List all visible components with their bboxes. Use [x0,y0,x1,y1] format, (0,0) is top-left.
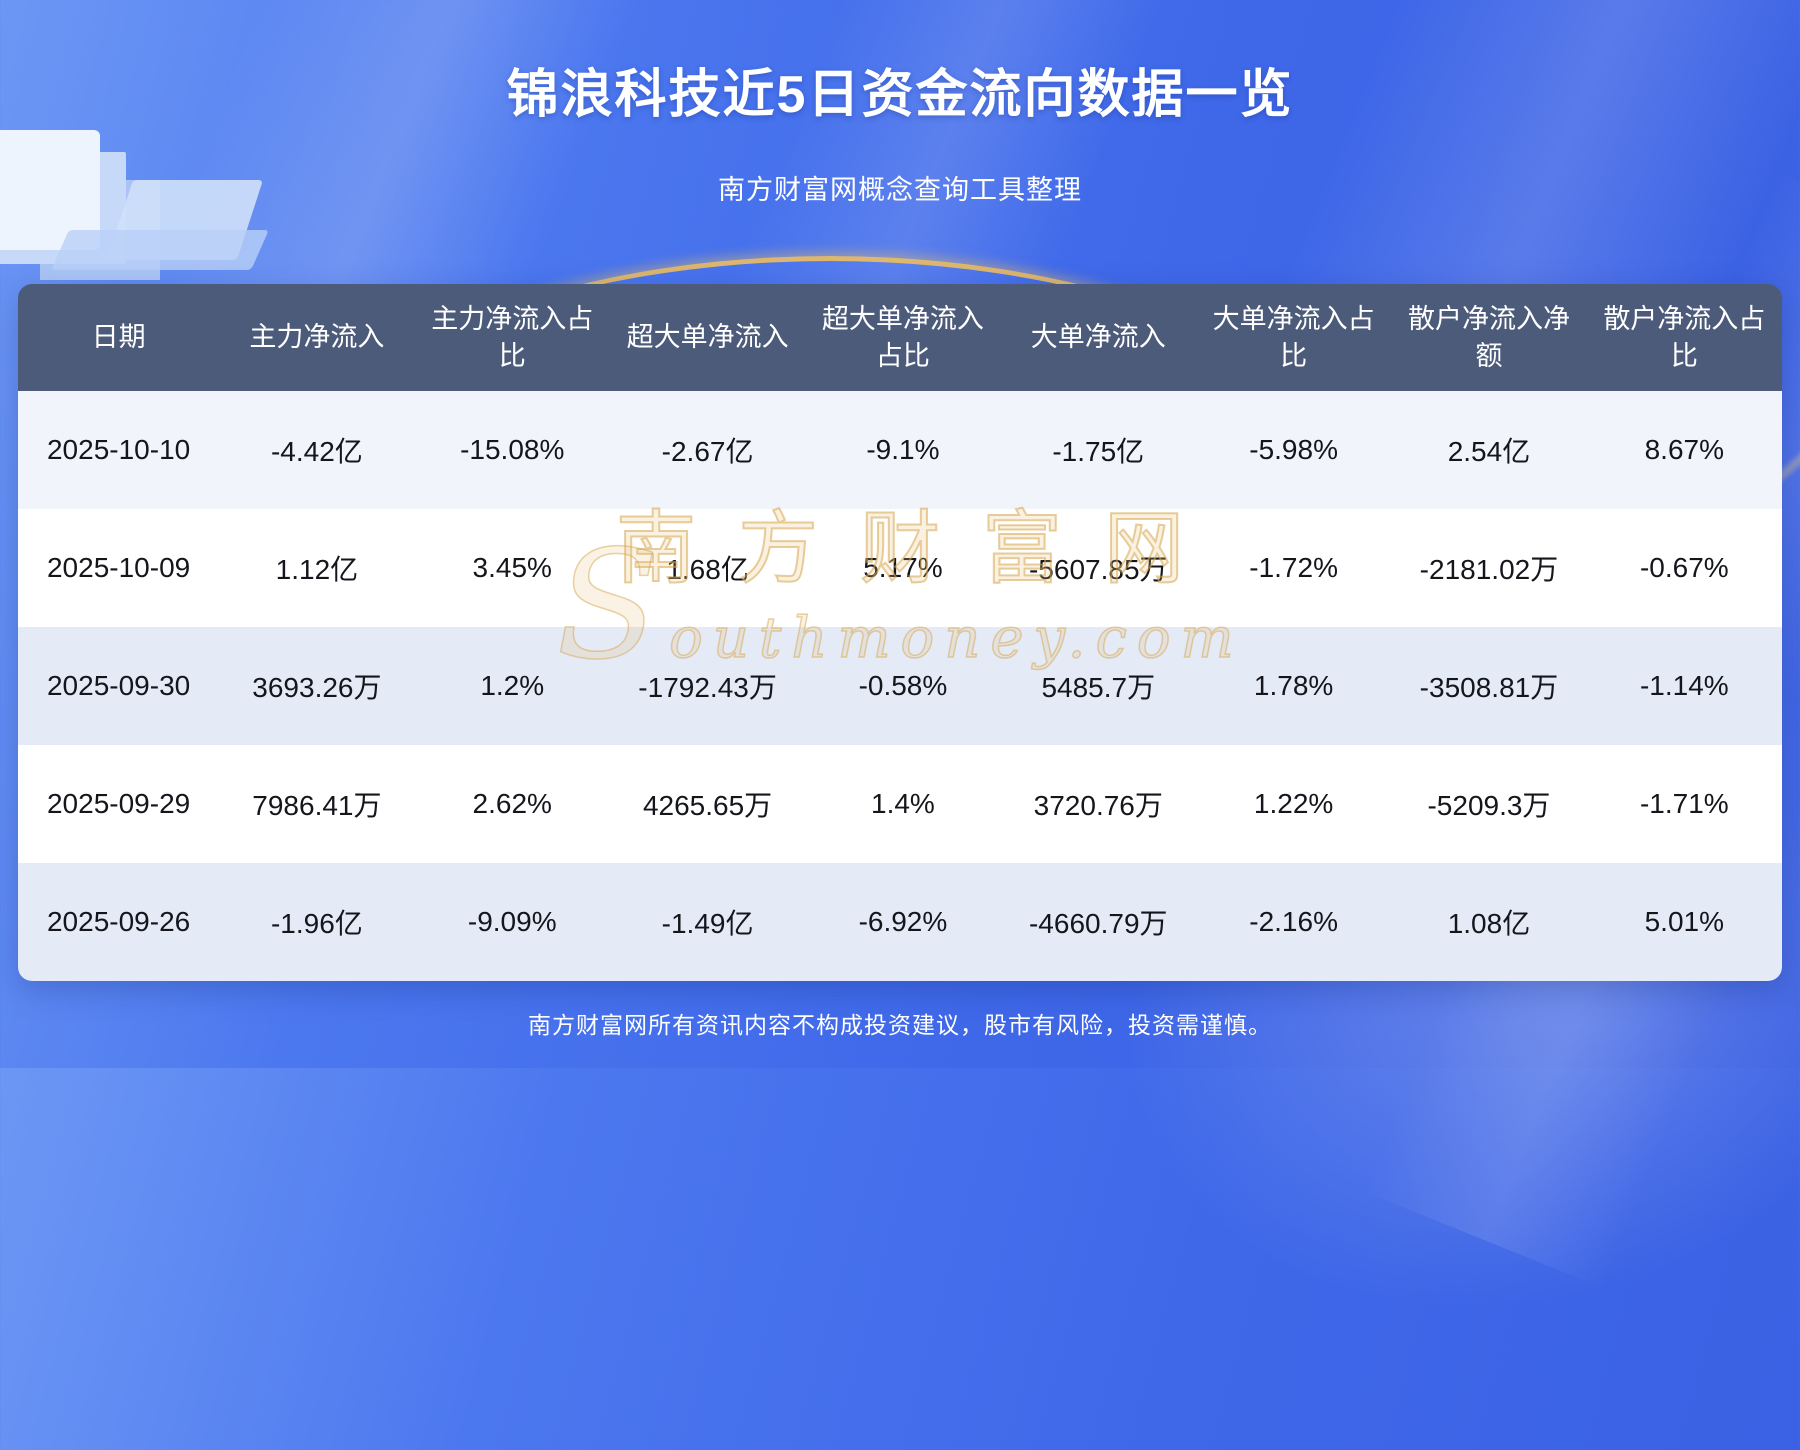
table-cell: 1.08亿 [1391,863,1587,981]
column-header: 主力净流入占比 [414,284,610,391]
table-body: 2025-10-10 -4.42亿 -15.08% -2.67亿 -9.1% -1.75亿… [18,391,1782,981]
table-cell: 3720.76万 [1000,745,1196,863]
table-cell: -2.16% [1195,863,1392,981]
table-cell: 3693.26万 [219,627,415,745]
table-cell: 3.45% [414,509,610,627]
table-cell: -15.08% [414,391,610,509]
table-cell: -0.58% [805,627,1001,745]
table-cell: 7986.41万 [219,745,415,863]
table-cell: -1792.43万 [609,627,806,745]
table-row: 2025-09-30 3693.26万 1.2% -1792.43万 -0.58% 548… [18,627,1782,745]
column-header: 散户净流入占比 [1586,284,1782,391]
table-cell: 1.4% [805,745,1001,863]
column-header: 超大单净流入占比 [805,284,1001,391]
table-cell: 2025-10-09 [18,509,220,627]
table-cell: 2025-10-10 [18,391,220,509]
data-table: 日期 主力净流入 主力净流入占比 超大单净流入 超大单净流入占比 大单净流入 大单净流入占比… [18,284,1782,981]
table-cell: 2.62% [414,745,610,863]
table-cell: 1.2% [414,627,610,745]
table-cell: 2025-09-29 [18,745,220,863]
column-header: 超大单净流入 [609,284,806,391]
table-cell: 5.17% [805,509,1001,627]
table-cell: 1.12亿 [219,509,415,627]
table-row: 2025-10-10 -4.42亿 -15.08% -2.67亿 -9.1% -1.75亿… [18,391,1782,509]
table-cell: -6.92% [805,863,1001,981]
table-cell: -2181.02万 [1391,509,1587,627]
table-row: 2025-09-26 -1.96亿 -9.09% -1.49亿 -6.92% -4660.… [18,863,1782,981]
table-row: 2025-09-29 7986.41万 2.62% 4265.65万 1.4% 3720.… [18,745,1782,863]
cube-block [51,230,269,270]
table-cell: 1.68亿 [609,509,806,627]
table-cell: -4.42亿 [219,391,415,509]
table-cell: -5.98% [1195,391,1392,509]
table-cell: -4660.79万 [1000,863,1196,981]
column-header: 散户净流入净额 [1391,284,1587,391]
page-subtitle: 南方财富网概念查询工具整理 [718,175,1082,205]
table-cell: -9.1% [805,391,1001,509]
table-cell: -1.14% [1586,627,1782,745]
fund-flow-table: 日期 主力净流入 主力净流入占比 超大单净流入 超大单净流入占比 大单净流入 大单净流入占比… [18,284,1782,981]
table-cell: -2.67亿 [609,391,806,509]
table-cell: 8.67% [1586,391,1782,509]
table-cell: 5485.7万 [1000,627,1196,745]
column-header: 大单净流入占比 [1195,284,1392,391]
table-cell: -9.09% [414,863,610,981]
page-title: 锦浪科技近5日资金流向数据一览 [506,66,1294,124]
table-cell: -3508.81万 [1391,627,1587,745]
table-cell: -1.75亿 [1000,391,1196,509]
table-cell: -1.72% [1195,509,1392,627]
column-header: 大单净流入 [1000,284,1196,391]
table-cell: -1.71% [1586,745,1782,863]
table-cell: 4265.65万 [609,745,806,863]
table-cell: 2025-09-30 [18,627,220,745]
disclaimer-text: 南方财富网所有资讯内容不构成投资建议，股市有风险，投资需谨慎。 [528,1012,1272,1038]
table-header-row: 日期 主力净流入 主力净流入占比 超大单净流入 超大单净流入占比 大单净流入 大单净流入占比… [18,284,1782,391]
table-cell: 2025-09-26 [18,863,220,981]
column-header: 日期 [18,284,220,391]
table-cell: -0.67% [1586,509,1782,627]
table-cell: -5607.85万 [1000,509,1196,627]
table-cell: -1.49亿 [609,863,806,981]
table-cell: -1.96亿 [219,863,415,981]
table-cell: 5.01% [1586,863,1782,981]
table-cell: 2.54亿 [1391,391,1587,509]
table-cell: 1.78% [1195,627,1392,745]
table-cell: 1.22% [1195,745,1392,863]
table-cell: -5209.3万 [1391,745,1587,863]
table-head: 日期 主力净流入 主力净流入占比 超大单净流入 超大单净流入占比 大单净流入 大单净流入占比… [18,284,1782,391]
table-row: 2025-10-09 1.12亿 3.45% 1.68亿 5.17% -5607.85万 -… [18,509,1782,627]
column-header: 主力净流入 [219,284,415,391]
